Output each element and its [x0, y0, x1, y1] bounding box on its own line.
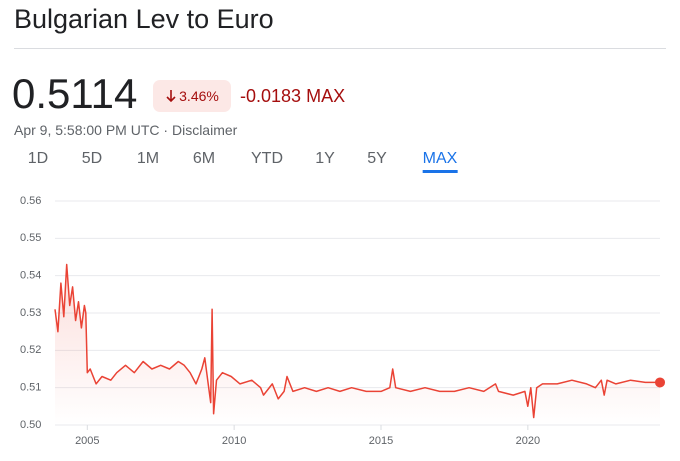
line [54, 263, 660, 419]
x-tick-label: 2020 [516, 435, 540, 447]
timestamp: Apr 9, 5:58:00 PM UTC · Disclaimer [14, 122, 238, 138]
range-tab[interactable]: 1M [136, 150, 160, 167]
timestamp-text: Apr 9, 5:58:00 PM UTC [14, 122, 160, 138]
change: -0.0183 MAX [240, 86, 345, 107]
y-tick-label: 0.50 [20, 419, 41, 431]
y-tick-label: 0.55 [20, 232, 41, 244]
change-period: MAX [306, 86, 346, 106]
change-badge: 3.46% [153, 80, 231, 112]
y-tick-label: 0.54 [20, 270, 41, 282]
y-tick-label: 0.53 [20, 307, 41, 319]
range-tab[interactable]: 5Y [367, 150, 387, 167]
disclaimer[interactable]: Disclaimer [171, 122, 238, 138]
range-tab[interactable]: YTD [251, 150, 283, 167]
range-tab[interactable]: 1Y [315, 150, 335, 167]
y-tick-label: 0.51 [20, 382, 41, 394]
range-tab[interactable]: MAX [422, 150, 458, 173]
x-tick-label: 2015 [369, 435, 393, 447]
x-tick-label: 2010 [222, 435, 246, 447]
range-tab[interactable]: 6M [192, 150, 216, 167]
price: 0.5114 [12, 70, 138, 117]
y-tick-label: 0.52 [20, 344, 41, 356]
title: Bulgarian Lev to Euro [14, 4, 274, 34]
range-tab[interactable]: 5D [81, 150, 103, 167]
range-tab[interactable]: 1D [27, 150, 49, 167]
x-tick-label: 2005 [75, 435, 99, 447]
y-tick-label: 0.56 [20, 195, 41, 207]
change-value: -0.0183 [240, 86, 302, 106]
last-point [655, 377, 665, 388]
down-arrow [166, 90, 176, 103]
area [55, 264, 660, 425]
change-pct: 3.46% [179, 88, 219, 104]
divider [14, 48, 666, 49]
